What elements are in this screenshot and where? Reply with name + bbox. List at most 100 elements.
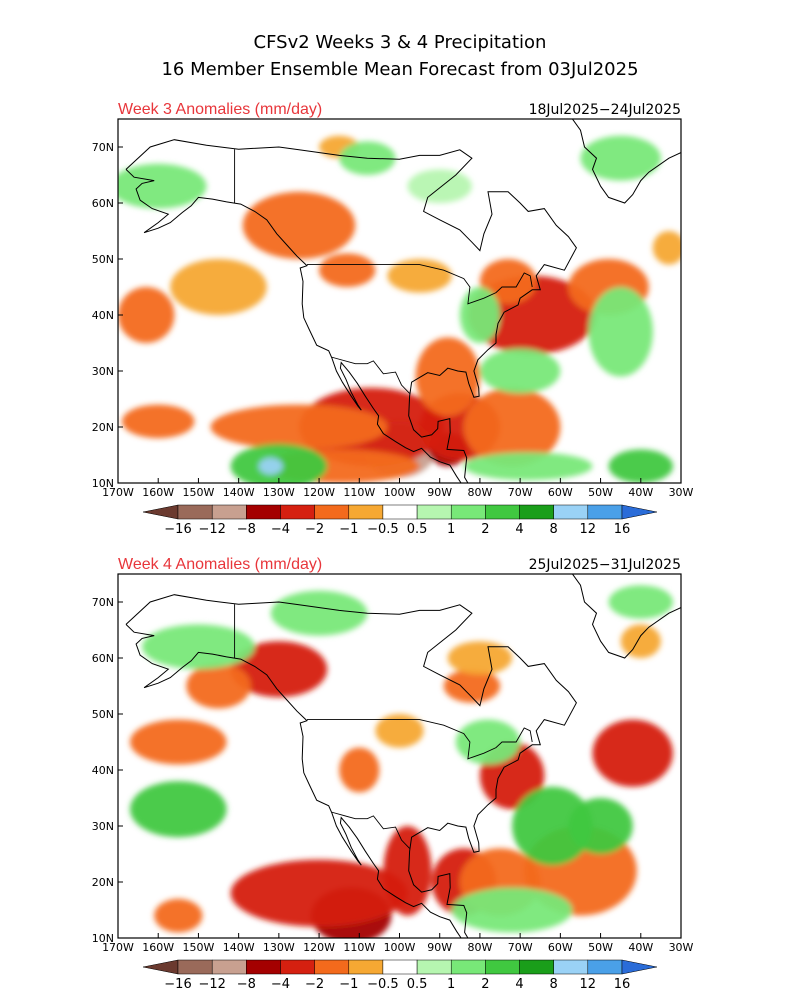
coastline bbox=[571, 119, 681, 204]
anomaly-region bbox=[580, 135, 661, 181]
anomaly-region bbox=[242, 191, 356, 259]
colorbar-swatch bbox=[211, 504, 247, 520]
anomaly-region bbox=[443, 669, 501, 703]
colorbar-tick-label: −4 bbox=[271, 522, 290, 537]
political-border bbox=[307, 264, 533, 305]
anomaly-region bbox=[479, 259, 537, 304]
anomaly-region bbox=[620, 624, 661, 658]
y-tick-label: 70N bbox=[92, 141, 114, 154]
y-tick-label: 40N bbox=[92, 764, 114, 777]
x-tick-label: 80W bbox=[467, 486, 492, 499]
panel-2-dates: 25Jul2025−31Jul2025 bbox=[529, 557, 681, 573]
anomaly-region bbox=[415, 337, 480, 416]
x-tick-label: 70W bbox=[508, 941, 533, 954]
colorbar-swatch bbox=[519, 959, 554, 975]
colorbar-swatch bbox=[485, 504, 520, 520]
anomaly-region bbox=[592, 719, 673, 787]
colorbar-swatch bbox=[177, 504, 213, 520]
colorbar-tick-label: 8 bbox=[550, 522, 558, 537]
x-tick-label: 130W bbox=[263, 941, 295, 954]
coastline bbox=[125, 624, 462, 938]
anomaly-region bbox=[407, 169, 472, 203]
y-tick-label: 40N bbox=[92, 309, 114, 322]
colorbar-tick-label: 0.5 bbox=[407, 522, 428, 537]
panel-1-heading: Week 3 Anomalies (mm/day) bbox=[118, 101, 322, 118]
colorbar-swatch bbox=[553, 959, 589, 975]
x-tick-label: 150W bbox=[182, 486, 214, 499]
week3-map-panel: 170W 160W 150W 140W 130W 120W 110W 100W 90W 80W 70… bbox=[92, 118, 694, 499]
colorbar-tick-label: −4 bbox=[271, 977, 290, 992]
colorbar-tick-label: 8 bbox=[550, 977, 558, 992]
colorbar-tick-label: 16 bbox=[614, 977, 631, 992]
x-tick-label: 170W bbox=[102, 941, 134, 954]
political-border bbox=[307, 719, 533, 760]
y-tick-label: 20N bbox=[92, 876, 114, 889]
anomaly-region bbox=[383, 826, 432, 916]
anomaly-region bbox=[230, 641, 328, 698]
colorbar-tick-label: 1 bbox=[447, 522, 455, 537]
colorbar-tick-label: 1 bbox=[447, 977, 455, 992]
colorbar-tick-label: −12 bbox=[198, 977, 225, 992]
anomaly-region bbox=[375, 714, 424, 748]
colorbar-tick-label: 12 bbox=[580, 977, 597, 992]
x-tick-label: 150W bbox=[182, 941, 214, 954]
x-tick-label: 70W bbox=[508, 486, 533, 499]
colorbar-legend-1: −16 −12 −8 −4 −2 −1 −0.5 0.5 1 2 4 8 12 16 bbox=[142, 504, 658, 537]
colorbar-swatch bbox=[211, 959, 247, 975]
anomaly-region bbox=[154, 898, 203, 933]
colorbar-tick-label: 16 bbox=[614, 522, 631, 537]
anomaly-region bbox=[170, 259, 267, 315]
x-tick-label: 90W bbox=[427, 941, 452, 954]
anomaly-region bbox=[118, 287, 175, 343]
colorbar-legend-2: −16 −12 −8 −4 −2 −1 −0.5 0.5 1 2 4 8 12 16 bbox=[142, 959, 658, 992]
x-tick-label: 160W bbox=[142, 941, 174, 954]
x-tick-label: 100W bbox=[384, 941, 416, 954]
y-tick-label: 10N bbox=[92, 477, 114, 490]
anomaly-region bbox=[130, 781, 227, 838]
colorbar-tick-label: 0.5 bbox=[407, 977, 428, 992]
anomaly-field bbox=[125, 574, 681, 938]
y-tick-label: 50N bbox=[92, 708, 114, 721]
anomaly-region bbox=[130, 719, 227, 765]
x-tick-label: 30W bbox=[669, 941, 694, 954]
colorbar-swatch bbox=[348, 959, 384, 975]
anomaly-region bbox=[479, 348, 561, 394]
panel-1-dates: 18Jul2025−24Jul2025 bbox=[529, 102, 681, 118]
colorbar-swatch bbox=[246, 504, 281, 520]
x-tick-label: 60W bbox=[548, 486, 573, 499]
colorbar-tick-label: −1 bbox=[339, 522, 358, 537]
colorbar-tick-label: −8 bbox=[237, 522, 256, 537]
colorbar-swatch bbox=[587, 959, 623, 975]
anomaly-region bbox=[270, 590, 368, 636]
x-tick-label: 110W bbox=[343, 486, 375, 499]
anomaly-field bbox=[118, 119, 681, 483]
colorbar-tick-label: −16 bbox=[164, 977, 191, 992]
x-tick-label: 170W bbox=[102, 486, 134, 499]
colorbar-tick-label: −16 bbox=[164, 522, 191, 537]
coastline bbox=[125, 139, 577, 483]
anomaly-region bbox=[258, 457, 283, 475]
anomaly-region bbox=[588, 287, 653, 377]
colorbar-tick-label: −1 bbox=[339, 977, 358, 992]
week4-map-panel: 170W 160W 150W 140W 130W 120W 110W 100W 90W 80W 70… bbox=[92, 573, 694, 954]
colorbar-tick-label: 2 bbox=[481, 977, 489, 992]
colorbar-tick-label: −0.5 bbox=[367, 977, 399, 992]
y-tick-label: 50N bbox=[92, 253, 114, 266]
colorbar-swatch bbox=[314, 504, 350, 520]
colorbar-swatch bbox=[382, 959, 418, 975]
colorbar-swatch bbox=[280, 504, 315, 520]
colorbar-swatch bbox=[382, 504, 418, 520]
anomaly-region bbox=[210, 404, 388, 450]
x-tick-label: 90W bbox=[427, 486, 452, 499]
y-tick-label: 30N bbox=[92, 365, 114, 378]
x-tick-label: 50W bbox=[588, 941, 613, 954]
x-tick-label: 30W bbox=[669, 486, 694, 499]
colorbar-swatch bbox=[416, 959, 452, 975]
colorbar-swatch bbox=[314, 959, 350, 975]
colorbar-swatch bbox=[553, 504, 589, 520]
y-tick-label: 60N bbox=[92, 652, 114, 665]
colorbar-swatch bbox=[519, 504, 554, 520]
anomaly-region bbox=[455, 719, 521, 765]
chart-title-line2: 16 Member Ensemble Mean Forecast from 03… bbox=[161, 59, 638, 80]
anomaly-region bbox=[319, 253, 376, 287]
